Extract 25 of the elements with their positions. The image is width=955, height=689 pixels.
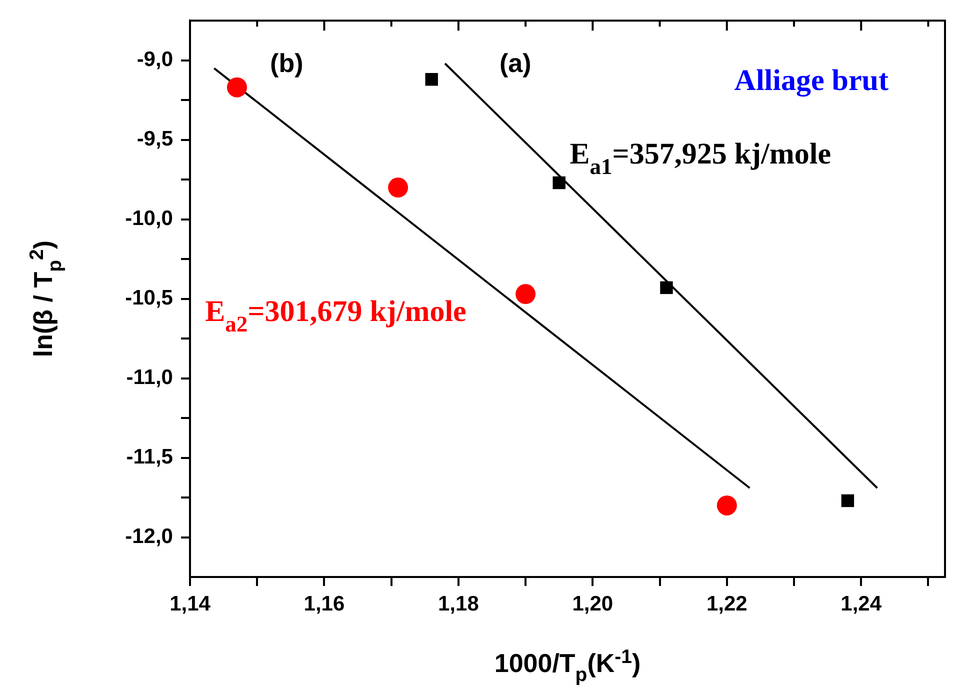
x-tick-label: 1,20 [572, 592, 614, 616]
y-tick-label: -10,0 [125, 207, 173, 230]
point [841, 494, 854, 508]
point [425, 73, 438, 86]
point [716, 495, 737, 516]
y-tick-label: -9,5 [136, 128, 174, 151]
point [552, 176, 566, 190]
point [226, 77, 247, 98]
y-tick-label: -11,5 [126, 446, 174, 469]
x-tick-label: 1,18 [438, 592, 480, 616]
x-tick-label: 1,24 [840, 592, 882, 616]
point [516, 284, 536, 304]
y-tick-label: -12,0 [125, 525, 173, 548]
x-tick-label: 1,16 [304, 592, 345, 616]
y-tick-label: -10,5 [125, 286, 174, 310]
x-tick-label: 1,22 [706, 592, 748, 616]
point [388, 178, 408, 198]
y-tick-label: -11,0 [126, 366, 173, 390]
point [660, 281, 673, 294]
annotation: (a) [500, 48, 532, 78]
x-tick-label: 1,14 [170, 592, 211, 616]
annotation: (b) [270, 48, 304, 78]
annotation: Alliage brut [734, 64, 888, 98]
y-axis-title: ln(β / Tp2) [26, 240, 66, 358]
y-tick-label: -9,0 [136, 48, 173, 72]
